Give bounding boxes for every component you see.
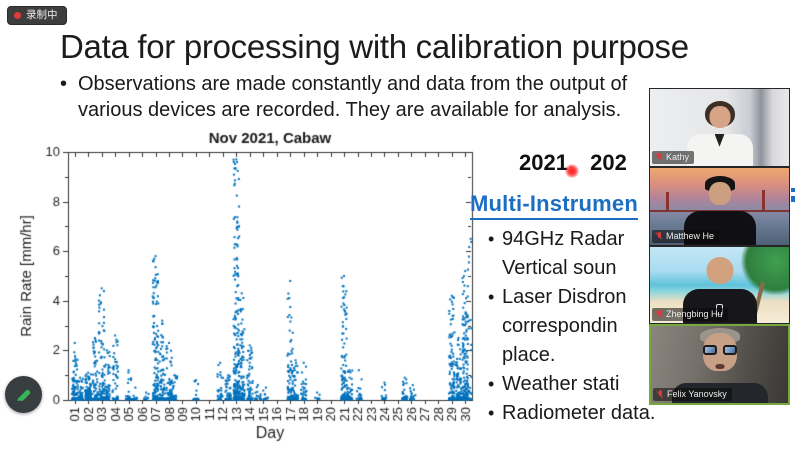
video-tile-matthew-he[interactable]: Matthew He [649,166,790,246]
bullet-item: Weather stati [488,372,799,397]
name-tag: Matthew He [652,229,720,243]
intro-bullet: • Observations are made constantly and d… [60,71,700,123]
annotate-button[interactable] [5,376,42,413]
bullet-wrap-line: place. [502,344,556,366]
participant-video-strip: Kathy Matthew He Zhengbing Hu [649,88,790,405]
right-bullet-list: 94GHz Radar Vertical soun Laser Disdron … [488,227,799,430]
bullet-wrap-line: Vertical soun [502,257,617,279]
bullet-marker: • [60,73,68,95]
intro-line-2: various devices are recorded. They are a… [78,99,622,121]
laser-pointer-dot [565,164,579,178]
bullet-wrap-line: correspondin [502,315,618,337]
name-tag: Felix Yanovsky [653,388,732,401]
video-tile-felix-yanovsky[interactable]: Felix Yanovsky [649,324,790,405]
multi-instrument-heading: Multi-Instrumen [470,191,638,220]
muted-mic-icon [655,310,663,320]
video-tile-kathy[interactable]: Kathy [649,88,790,167]
name-tag: Kathy [652,150,695,164]
muted-mic-icon [655,231,663,241]
muted-mic-icon [655,152,663,162]
name-tag: Zhengbing Hu [652,308,728,322]
participant-video [650,89,789,166]
recording-badge[interactable]: 录制中 [7,6,67,25]
pencil-icon [16,387,32,403]
video-tile-zhengbing-hu[interactable]: Zhengbing Hu [649,245,790,325]
bullet-item: Laser Disdron [488,285,799,310]
intro-line-1: Observations are made constantly and dat… [78,73,628,95]
participant-name: Matthew He [666,230,715,241]
clipped-heading-fragment [791,188,795,192]
recording-label: 录制中 [26,9,58,22]
recording-dot-icon [14,12,21,19]
participant-name: Kathy [666,151,690,162]
clipped-heading-fragment [791,196,795,202]
rain-rate-scatter-chart [18,128,480,446]
slide-title: Data for processing with calibration pur… [60,28,689,65]
bullet-item: Radiometer data. [488,401,799,426]
bullet-item: 94GHz Radar [488,227,799,252]
muted-mic-icon [656,390,664,400]
participant-name: Felix Yanovsky [667,389,727,399]
participant-name: Zhengbing Hu [666,309,723,320]
